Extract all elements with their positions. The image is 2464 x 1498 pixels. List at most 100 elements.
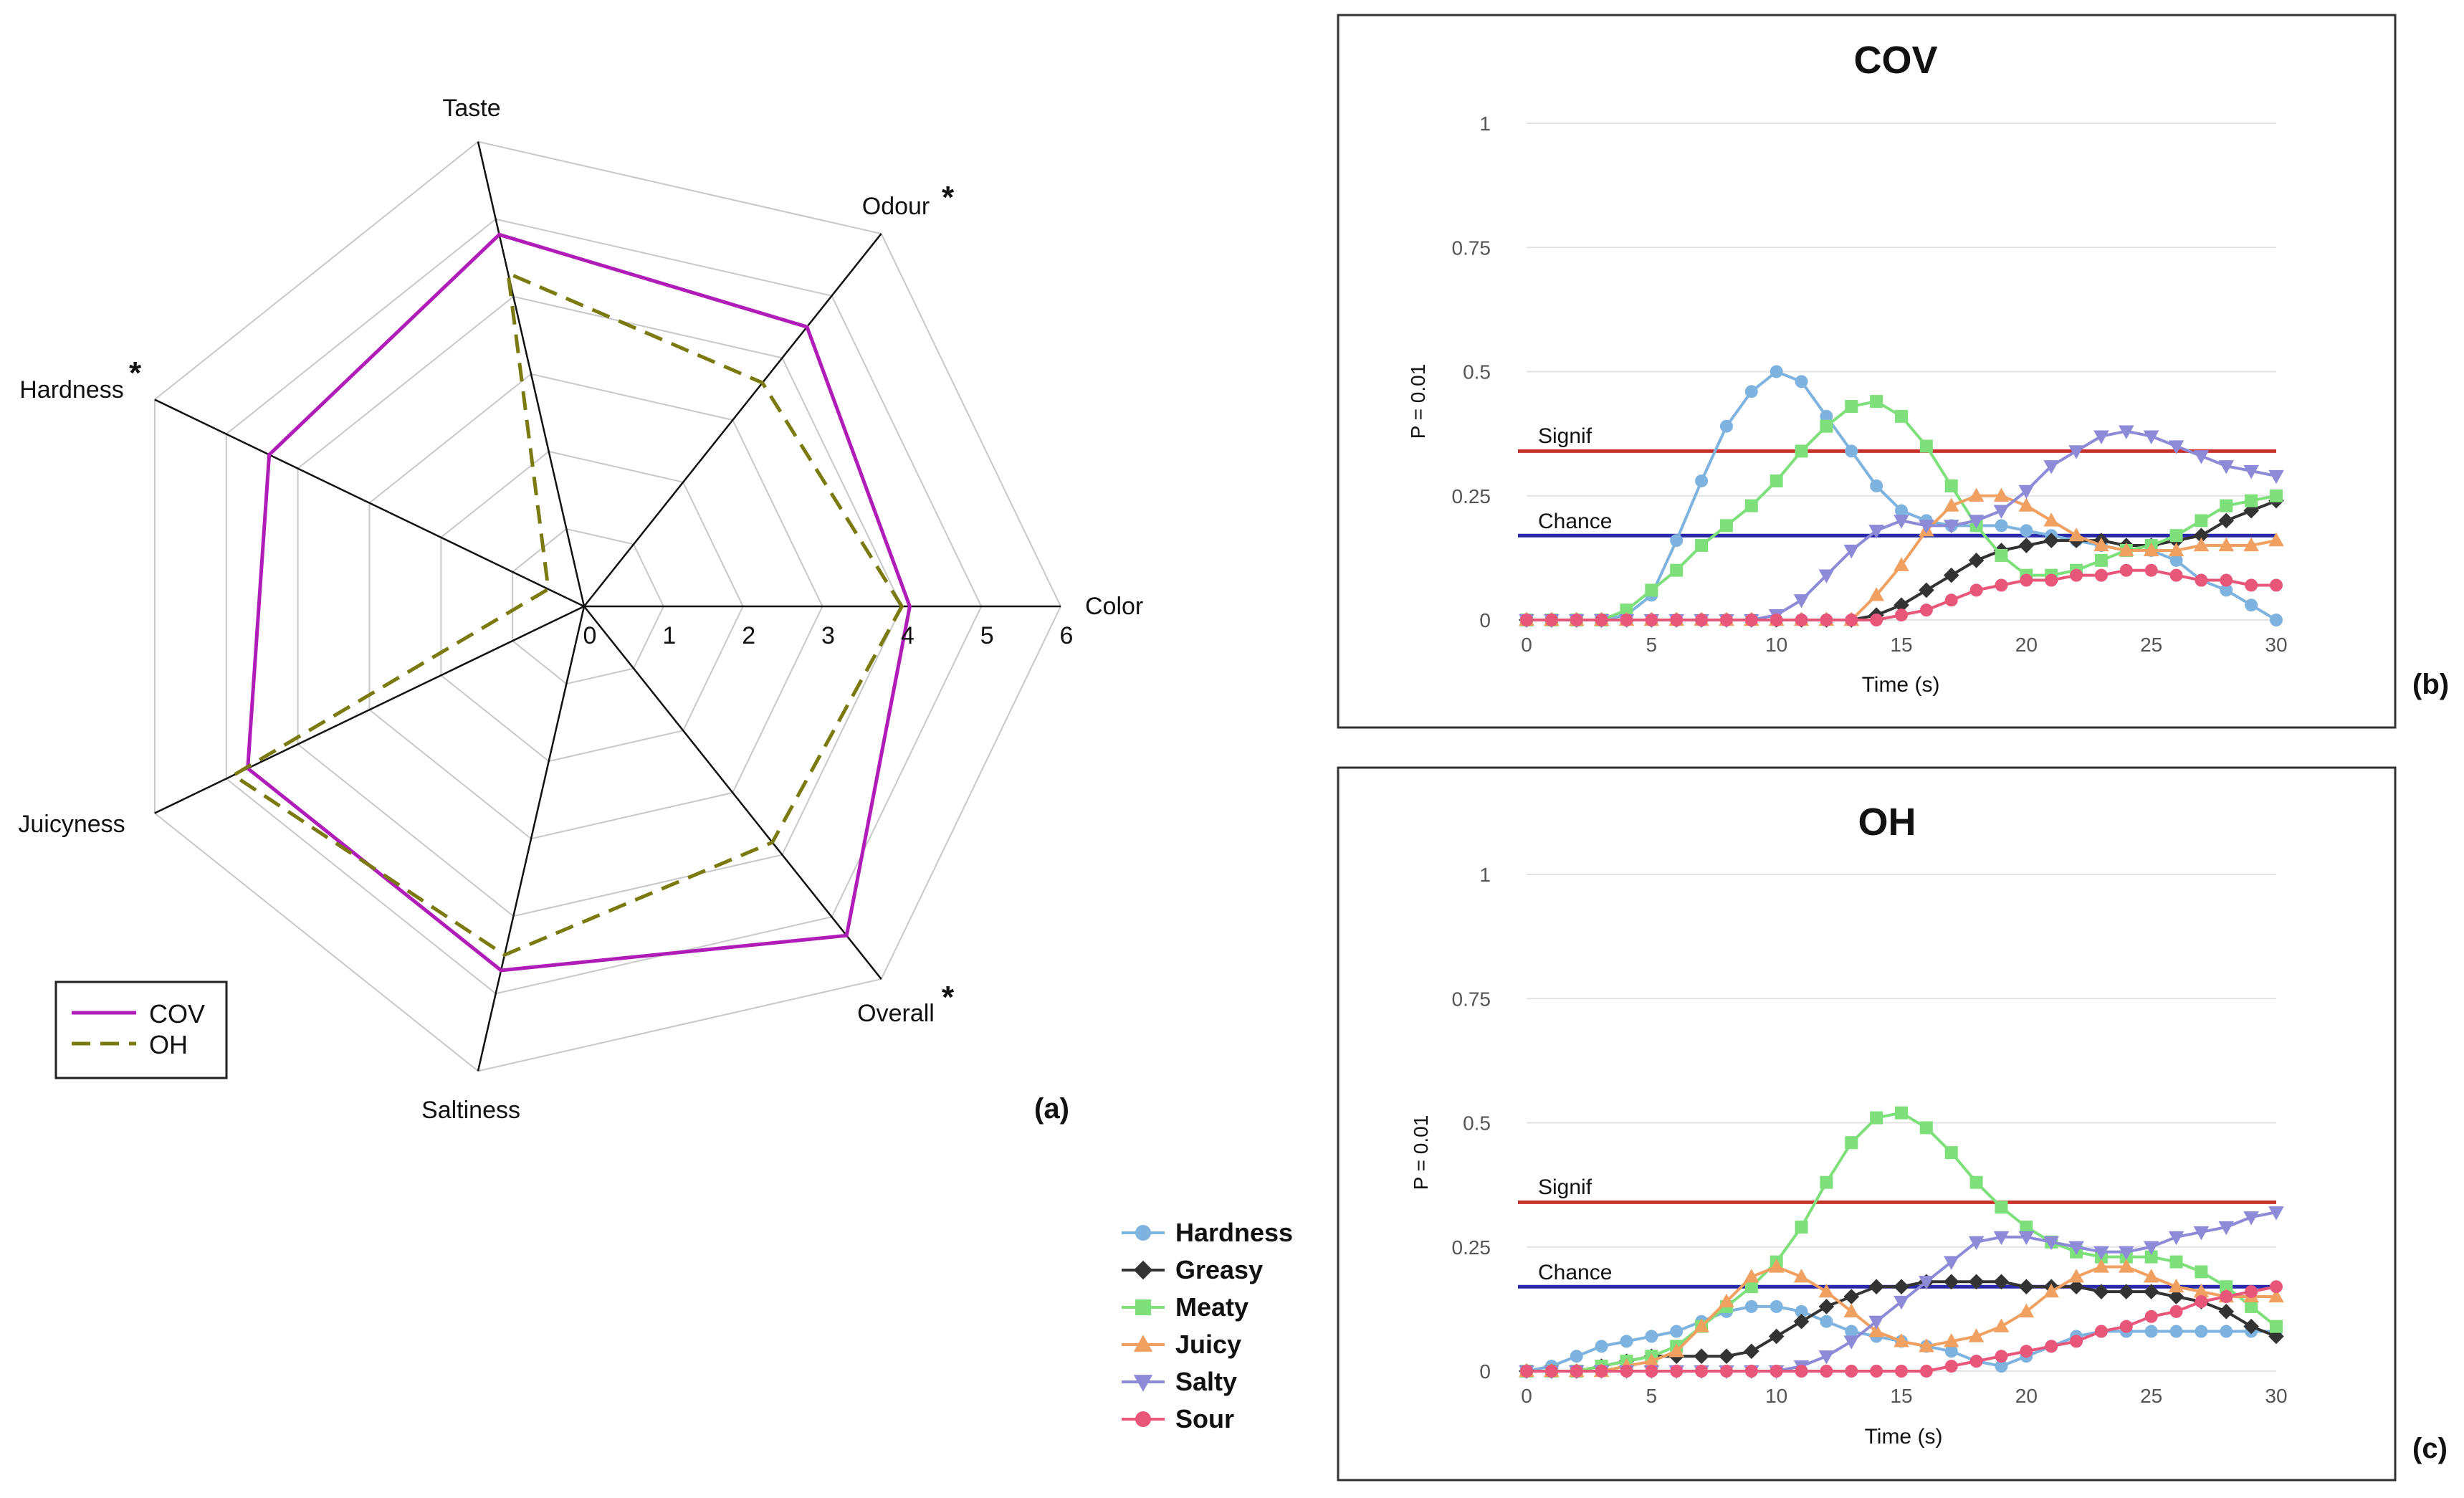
oh-point-sour <box>1870 1365 1883 1378</box>
cov-point-sour <box>1845 614 1858 626</box>
oh-point-meaty <box>1995 1201 2008 1214</box>
cov-point-juicy <box>1993 487 2010 502</box>
oh-point-salty <box>2043 1236 2059 1251</box>
cov-point-sour <box>1670 614 1684 626</box>
oh-point-salty <box>2119 1246 2134 1260</box>
oh-point-hardness <box>1570 1350 1583 1363</box>
oh-point-sour <box>2220 1290 2233 1304</box>
oh-chance-label: Chance <box>1538 1261 1612 1284</box>
oh-point-sour <box>1520 1365 1533 1378</box>
cov-point-sour <box>1695 614 1709 626</box>
cov-point-sour <box>1795 614 1808 626</box>
oh-point-sour <box>2045 1340 2058 1353</box>
oh-point-hardness <box>1845 1325 1858 1338</box>
oh-point-sour <box>2094 1325 2108 1338</box>
significance-star-odour: * <box>942 180 955 215</box>
cov-point-sour <box>2195 573 2208 587</box>
oh-point-greasy <box>2093 1284 2109 1299</box>
cov-point-salty <box>1968 515 1985 529</box>
cov-point-meaty <box>2220 499 2233 512</box>
oh-point-salty <box>2018 1231 2035 1246</box>
cov-point-hardness <box>2245 598 2258 612</box>
cov-point-salty <box>1943 520 1959 534</box>
oh-point-juicy <box>2168 1278 2184 1293</box>
oh-point-hardness <box>1595 1340 1608 1353</box>
radar-grid-ring <box>297 295 903 917</box>
oh-point-hardness <box>2169 1325 2183 1338</box>
oh-point-hardness <box>1820 1315 1833 1328</box>
oh-point-juicy <box>1818 1283 1835 1298</box>
oh-point-meaty <box>2144 1250 2158 1264</box>
cov-point-sour <box>2169 568 2183 582</box>
cov-point-greasy <box>1943 567 1959 583</box>
cov-point-hardness <box>1719 419 1733 433</box>
cov-point-sour <box>2245 578 2258 592</box>
cov-point-hardness <box>1695 474 1709 487</box>
oh-point-juicy <box>1993 1318 2010 1332</box>
cov-point-hardness <box>1995 519 2008 533</box>
legend-label-salty: Salty <box>1175 1367 1237 1396</box>
oh-point-meaty <box>2195 1265 2208 1279</box>
oh-point-sour <box>1995 1350 2008 1363</box>
oh-point-meaty <box>2245 1299 2258 1313</box>
cov-point-meaty <box>1719 519 1733 533</box>
cov-point-sour <box>2144 563 2158 577</box>
oh-point-sour <box>1795 1365 1808 1378</box>
radar-label-odour: Odour <box>862 193 930 220</box>
oh-point-sour <box>2144 1309 2158 1323</box>
cov-point-salty <box>1843 544 1860 559</box>
cov-point-sour <box>1770 614 1783 626</box>
oh-point-hardness <box>1645 1330 1658 1343</box>
oh-point-juicy <box>1668 1343 1684 1358</box>
cov-point-salty <box>2119 425 2134 439</box>
legend-marker-greasy <box>1133 1260 1153 1280</box>
radar-label-overall: Overall <box>857 1000 935 1027</box>
oh-point-meaty <box>1919 1121 1933 1135</box>
cov-series <box>1519 365 2284 629</box>
significance-star-hardness: * <box>129 356 142 391</box>
cov-point-meaty <box>1670 563 1684 577</box>
oh-x-tick-label: 30 <box>2265 1385 2287 1407</box>
cov-y-tick-label: 0.5 <box>1463 361 1491 383</box>
oh-point-meaty <box>1845 1136 1858 1150</box>
legend-item-greasy: Greasy <box>1122 1255 1263 1284</box>
oh-point-juicy <box>2043 1283 2059 1298</box>
cov-y-tick-label: 0.75 <box>1452 237 1491 259</box>
oh-point-salty <box>1919 1276 1934 1290</box>
oh-point-sour <box>2245 1285 2258 1299</box>
cov-point-salty <box>2243 465 2259 480</box>
cov-point-sour <box>1820 614 1833 626</box>
oh-point-sour <box>1820 1365 1833 1378</box>
legend-marker-hardness <box>1135 1225 1151 1241</box>
cov-y-tick-label: 0.25 <box>1452 485 1491 507</box>
radar-tick-label: 5 <box>980 622 994 649</box>
oh-point-juicy <box>1919 1338 1934 1353</box>
radar-label-color: Color <box>1085 593 1143 620</box>
oh-point-hardness <box>2220 1325 2233 1338</box>
oh-x-tick-label: 0 <box>1521 1385 1532 1407</box>
cov-point-salty <box>2193 450 2210 464</box>
radar-axis-hardness <box>154 399 585 608</box>
oh-point-sour <box>1620 1365 1633 1378</box>
oh-point-greasy <box>1943 1274 1959 1290</box>
cov-point-juicy <box>1868 587 1884 601</box>
cov-point-sour <box>1595 614 1608 626</box>
radar-axis-odour <box>583 233 882 607</box>
oh-point-meaty <box>2270 1320 2283 1333</box>
cov-point-juicy <box>2018 497 2035 512</box>
cov-x-tick-label: 10 <box>1765 634 1787 656</box>
legend-item-hardness: Hardness <box>1122 1218 1293 1247</box>
oh-point-meaty <box>2020 1221 2033 1234</box>
cov-point-meaty <box>1795 444 1808 458</box>
cov-point-meaty <box>2270 489 2283 502</box>
oh-point-meaty <box>2169 1255 2183 1269</box>
oh-point-salty <box>2268 1206 2284 1221</box>
oh-point-sour <box>1570 1365 1583 1378</box>
oh-point-salty <box>2093 1246 2109 1260</box>
cov-point-meaty <box>1944 479 1958 492</box>
oh-point-greasy <box>1719 1348 1734 1365</box>
radar-tick-label: 3 <box>821 622 835 649</box>
cov-point-meaty <box>1895 409 1908 423</box>
